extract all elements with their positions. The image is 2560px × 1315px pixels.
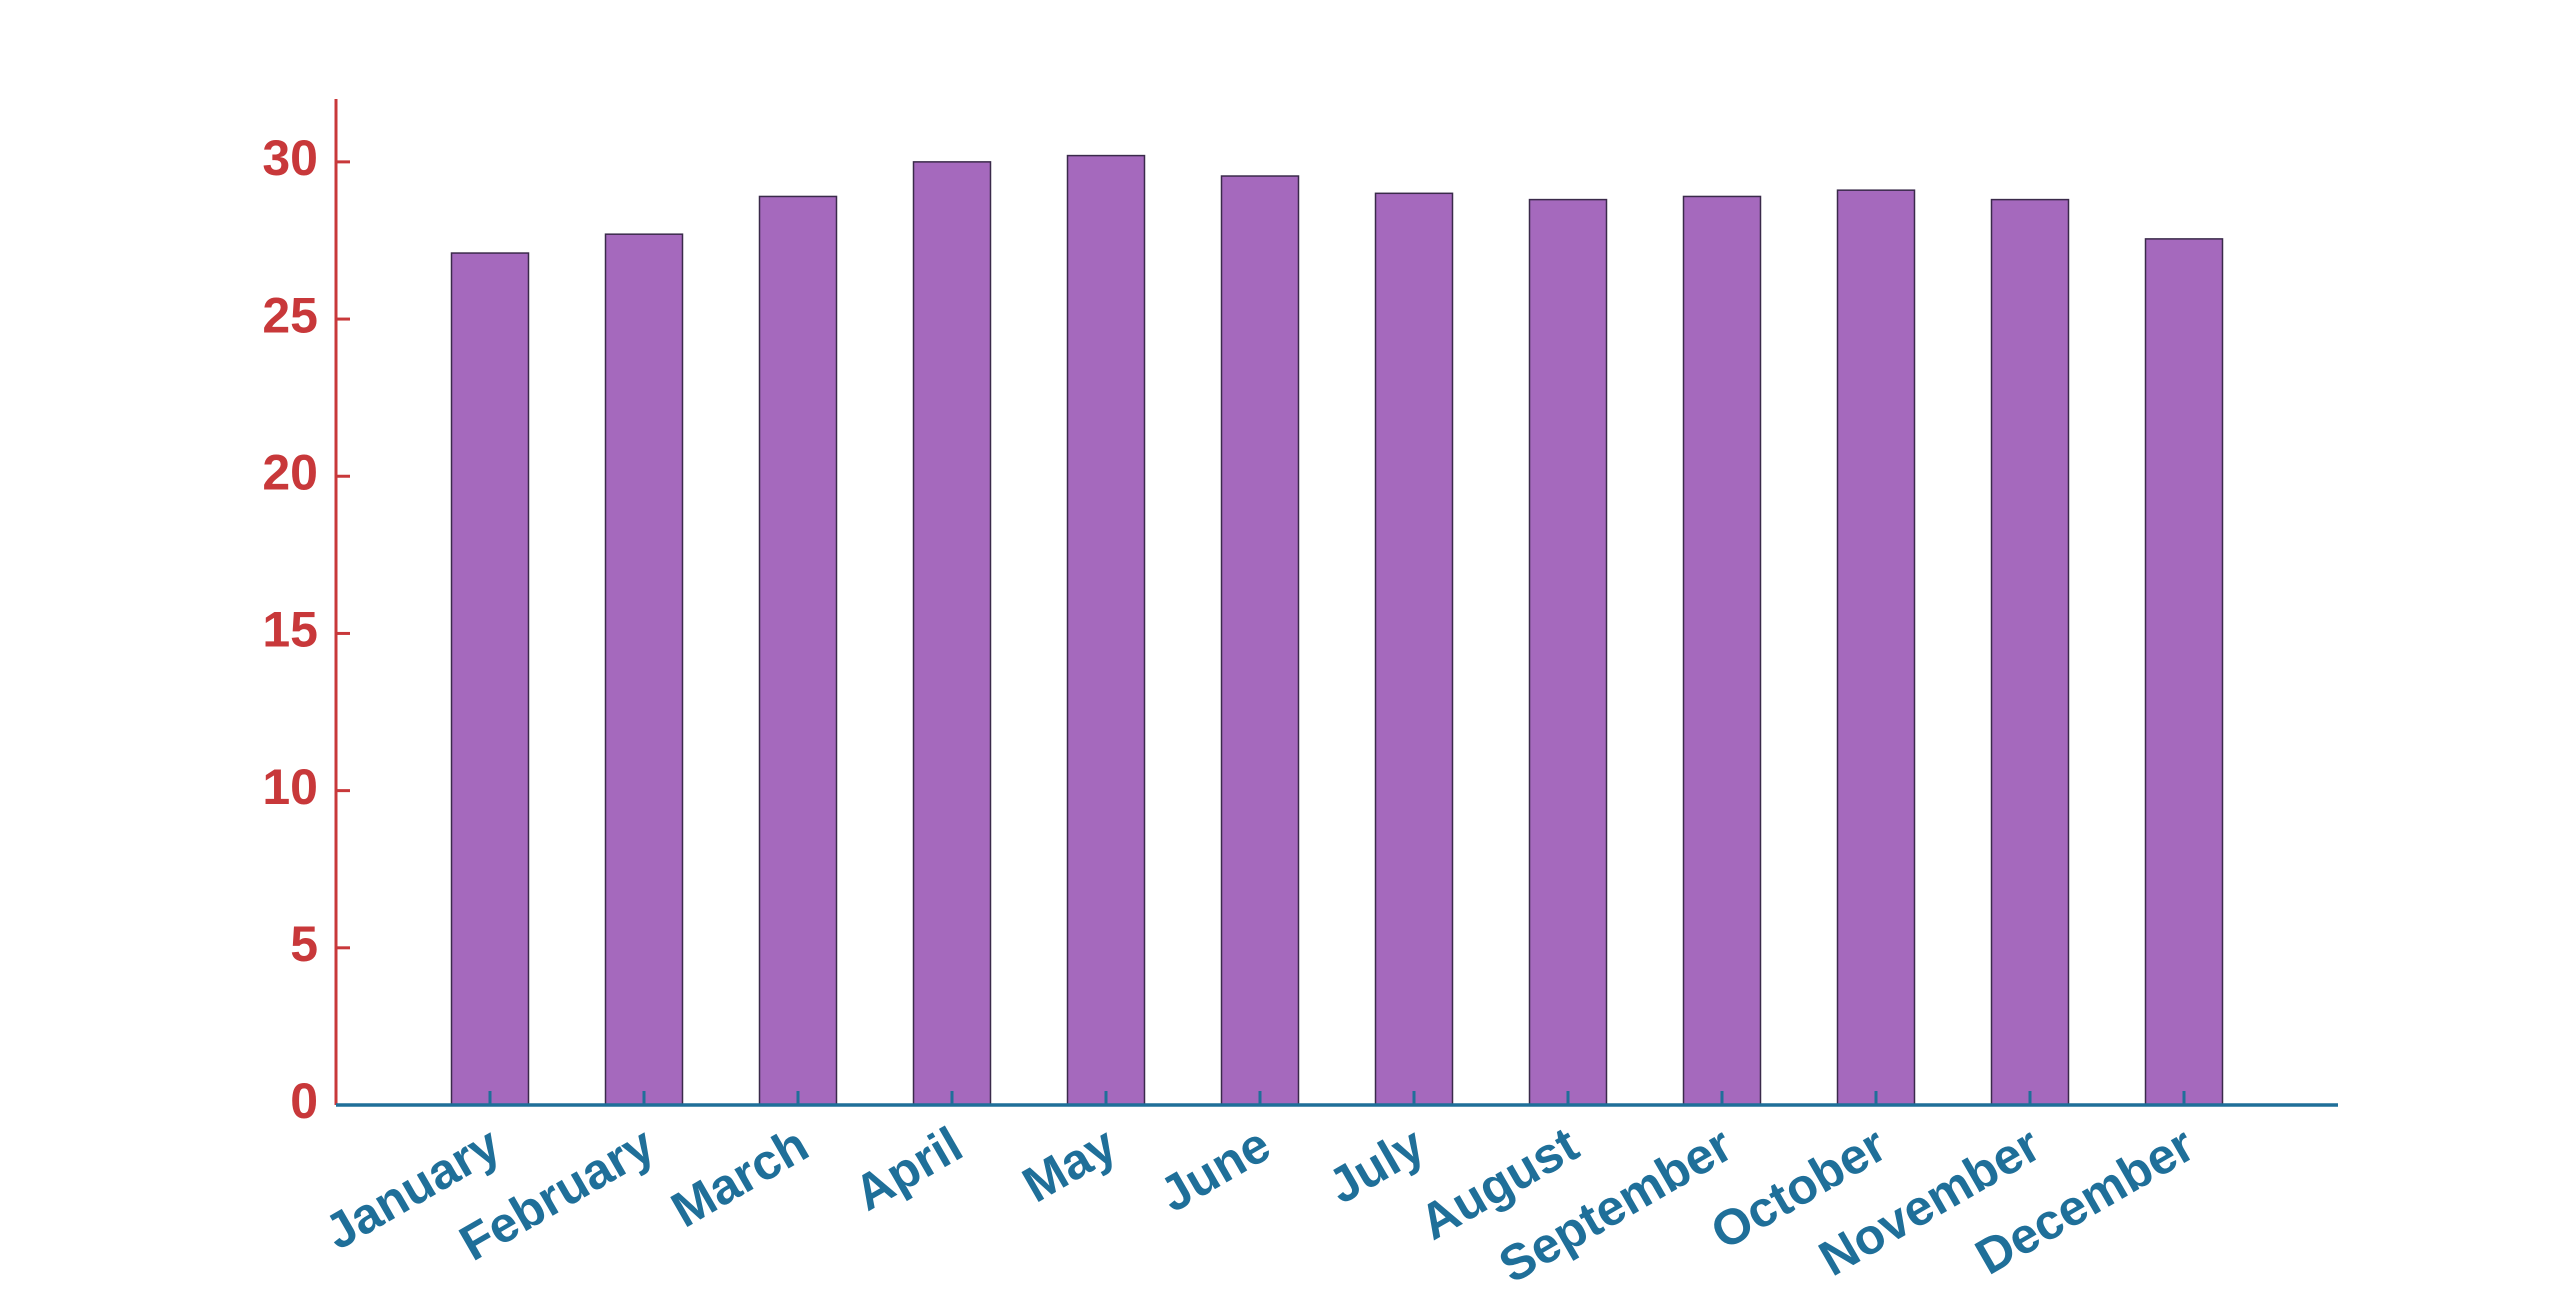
y-tick-label: 25 (262, 287, 318, 343)
bar (604, 233, 684, 1106)
x-tick-label: June (1150, 1116, 1279, 1223)
x-tick-label: May (1013, 1116, 1125, 1213)
bar (2144, 238, 2224, 1106)
bar (758, 195, 838, 1106)
y-tick-label: 10 (262, 759, 318, 815)
bar (1836, 189, 1916, 1106)
bar (450, 252, 530, 1106)
y-tick-label: 5 (290, 916, 318, 972)
bar (1066, 154, 1146, 1106)
bar (1528, 198, 1608, 1106)
bar (912, 161, 992, 1106)
x-tick-label: March (662, 1116, 818, 1238)
bar (1990, 198, 2070, 1106)
y-tick-label: 0 (290, 1073, 318, 1129)
y-tick-label: 30 (262, 130, 318, 186)
y-tick-label: 15 (262, 602, 318, 658)
y-tick-label: 20 (262, 444, 318, 500)
bar (1682, 195, 1762, 1106)
bar (1220, 175, 1300, 1106)
bar (1374, 192, 1454, 1106)
x-tick-label: April (845, 1116, 972, 1221)
